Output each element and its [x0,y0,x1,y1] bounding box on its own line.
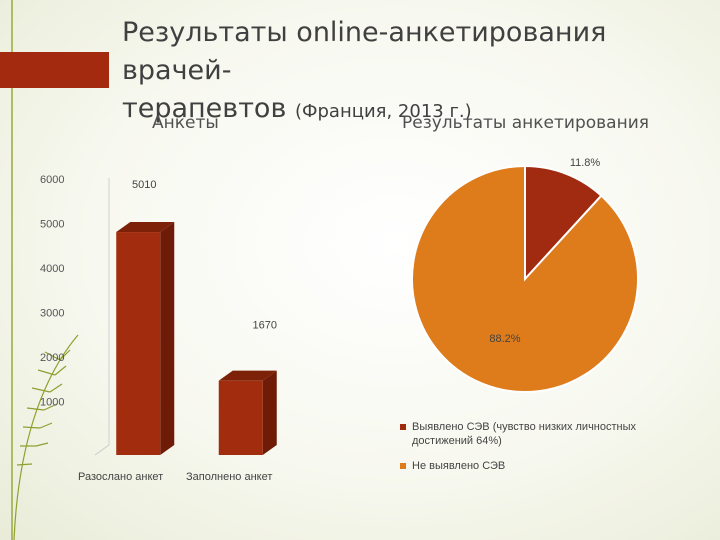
legend-swatch [400,463,406,469]
y-tick-label: 6000 [40,174,64,186]
legend-swatch [400,424,406,430]
legend-item: Не выявлено СЭВ [400,459,690,473]
slide-title: Результаты online-анкетирования врачей- … [122,14,702,131]
pie-chart-title: Результаты анкетирования [402,113,649,133]
bar-data-label: 5010 [132,179,156,191]
y-tick-label: 1000 [40,397,64,409]
legend-item: Выявлено СЭВ (чувство низких личностных … [400,420,690,448]
pie-data-label: 88.2% [489,333,520,345]
x-tick-label: Заполнено анкет [186,471,272,483]
axis-depth-line [94,444,110,456]
bar-front [116,232,161,455]
bar-2 [218,370,277,455]
feather-decoration [13,334,79,540]
bar-1 [116,222,175,455]
y-tick-label: 2000 [40,352,64,364]
bar-front [218,380,263,455]
title-line-2: терапевтов (Франция, 2013 г.) [122,90,702,131]
bar-top [116,222,175,233]
bar-side [262,370,277,455]
legend-label: Не выявлено СЭВ [412,460,506,472]
bar-side [160,222,175,455]
title-accent-tab [0,52,109,88]
pie-data-label: 11.8% [570,157,601,169]
title-subtitle: (Франция, 2013 г.) [294,101,472,122]
title-main: терапевтов [122,93,287,124]
bar-data-label: 1670 [253,320,277,332]
bar-top [218,370,277,381]
y-tick-label: 4000 [40,263,64,275]
title-line-1: Результаты online-анкетирования врачей- [122,17,607,86]
pie-slice [524,164,603,282]
y-tick-label: 3000 [40,308,64,320]
x-tick-label: Разослано анкет [78,471,163,483]
bar-chart-title: Анкеты [152,113,219,133]
pie-legend: Выявлено СЭВ (чувство низких личностных … [400,420,690,484]
pie-slice [411,164,639,393]
y-tick-label: 5000 [40,219,64,231]
legend-label: Выявлено СЭВ (чувство низких личностных … [412,421,637,447]
